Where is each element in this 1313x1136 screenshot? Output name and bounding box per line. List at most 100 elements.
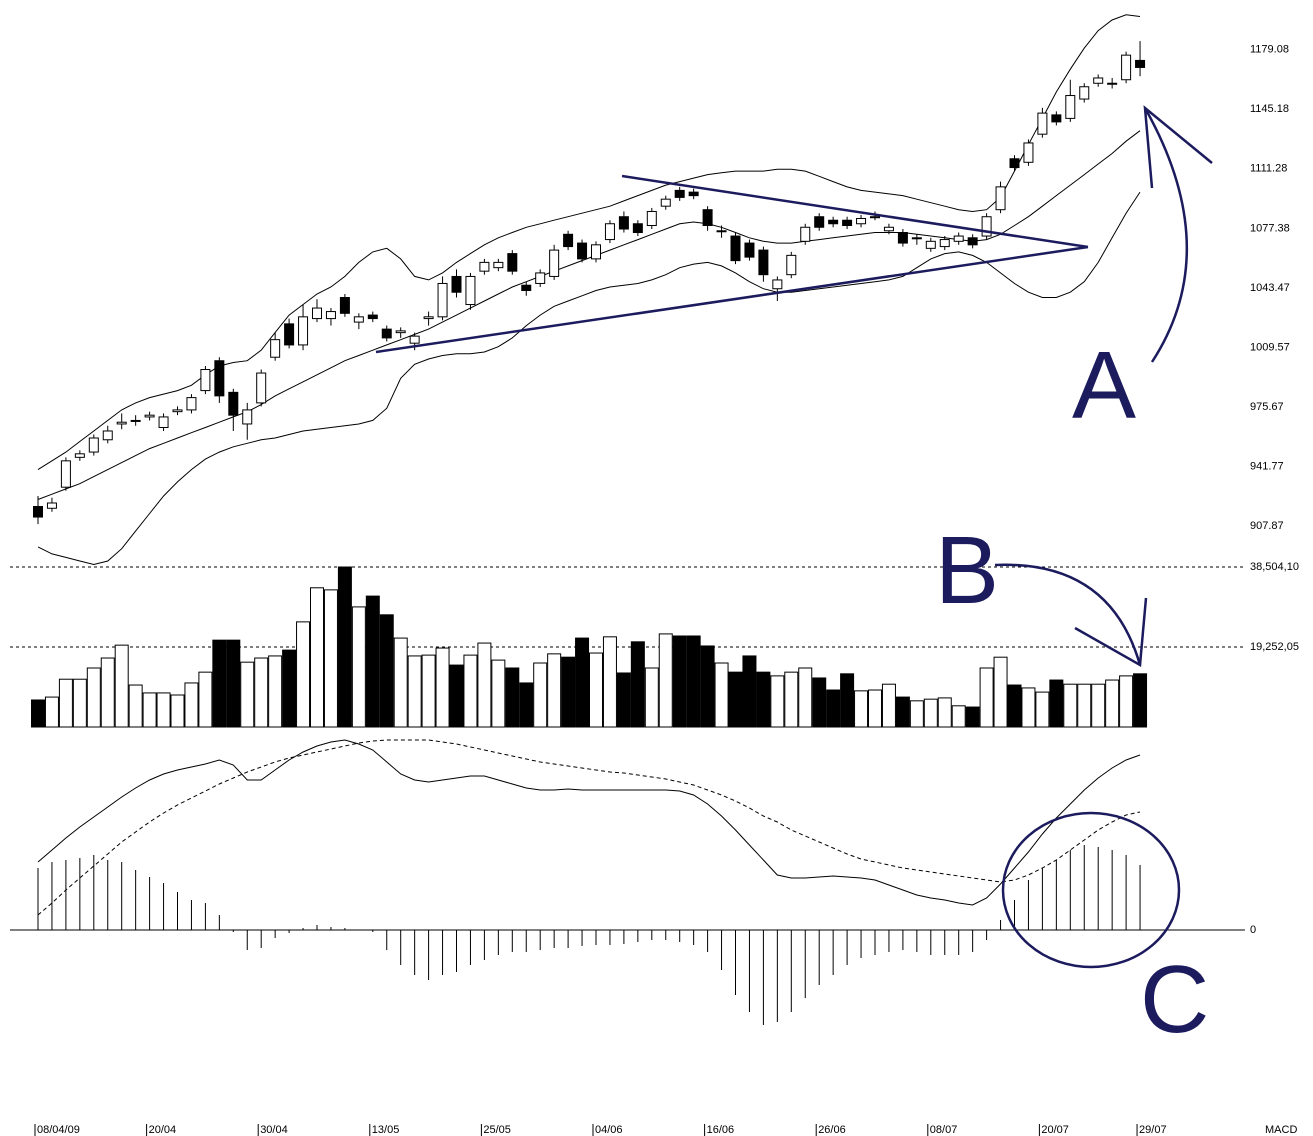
label-a: A	[1072, 332, 1136, 439]
candle-body	[577, 242, 588, 260]
candle-body	[200, 369, 211, 392]
volume-bar	[589, 652, 603, 728]
volume-bar	[282, 649, 297, 728]
y-tick-label: 1043.47	[1250, 282, 1290, 294]
volume-bar	[268, 655, 283, 728]
candle-body	[925, 240, 936, 249]
volume-bar	[505, 667, 520, 728]
volume-bar	[463, 654, 478, 728]
candle-body	[995, 186, 1006, 211]
volume-bar	[1063, 683, 1078, 728]
candle-body	[660, 198, 671, 207]
volume-bar	[212, 639, 227, 728]
candle-body	[897, 232, 908, 244]
volume-bar	[449, 664, 464, 728]
candle-body	[1121, 54, 1132, 81]
candle-body	[814, 216, 825, 228]
y-tick-label: 1179.08	[1250, 44, 1289, 56]
volume-bar	[979, 667, 994, 728]
volume-bar	[226, 639, 241, 728]
y-tick-label: 19,252,05	[1250, 641, 1299, 653]
y-tick-label: 38,504,10	[1250, 561, 1299, 573]
x-tick-label: 04/06	[595, 1124, 623, 1136]
candle-body	[702, 209, 713, 227]
volume-bar	[351, 606, 366, 728]
volume-bar	[951, 705, 966, 728]
label-b: B	[935, 517, 999, 624]
candle-body	[46, 502, 57, 509]
candle-body	[883, 226, 894, 232]
volume-bar	[547, 653, 562, 728]
arrow-b	[994, 563, 1142, 666]
candle-body	[284, 323, 295, 346]
circle-c	[1001, 811, 1181, 969]
volume-bar	[114, 644, 129, 728]
volume-bar	[86, 667, 101, 728]
y-tick-label: 907.87	[1250, 520, 1284, 532]
candle-body	[730, 235, 741, 262]
volume-bar	[923, 698, 938, 728]
volume-bar	[365, 595, 380, 728]
candle-body	[772, 279, 783, 290]
volume-bar	[784, 671, 799, 728]
x-tick-label: 20/04	[149, 1124, 177, 1136]
candle-body	[744, 242, 755, 258]
volume-bar	[337, 566, 352, 728]
volume-bar	[323, 589, 338, 728]
volume-bar	[128, 684, 143, 728]
candle-body	[870, 216, 880, 219]
candle-body	[1009, 158, 1020, 169]
candle-body	[102, 430, 113, 441]
candle-body	[1107, 82, 1118, 85]
volume-bar	[895, 696, 910, 728]
line	[37, 739, 1141, 916]
candle-body	[423, 316, 434, 320]
line	[37, 130, 1141, 500]
volume-bar	[826, 689, 841, 728]
candle-body	[1065, 95, 1076, 119]
volume-bar	[658, 633, 673, 728]
line	[37, 739, 1141, 906]
candle-body	[521, 284, 532, 291]
volume-bar	[616, 672, 631, 728]
x-tick-label: 25/05	[483, 1124, 511, 1136]
candle-body	[967, 237, 978, 246]
candle-body	[158, 416, 169, 428]
volume-bar	[519, 682, 534, 728]
candle-body	[60, 460, 71, 488]
volume-bar	[602, 636, 617, 728]
candle-body	[451, 275, 462, 293]
y-tick-label: 941.77	[1250, 460, 1284, 472]
volume-bar	[756, 671, 771, 728]
candle-body	[563, 233, 574, 248]
volume-bar	[714, 662, 729, 728]
volume-bar	[44, 696, 59, 728]
x-tick-label: 20/07	[1041, 1124, 1069, 1136]
candle-body	[758, 249, 769, 276]
x-tick-label: 08/07	[930, 1124, 958, 1136]
candle-body	[716, 230, 727, 233]
candle-body	[507, 253, 518, 272]
candle-body	[953, 235, 964, 242]
volume-bar	[254, 657, 269, 728]
volume-bar	[728, 671, 743, 728]
volume-bar	[296, 621, 311, 728]
volume-bar	[1133, 673, 1148, 728]
y-tick-label: 975.67	[1250, 401, 1284, 413]
candle-body	[74, 453, 85, 458]
candle-body	[911, 237, 922, 240]
candle-body	[828, 219, 839, 225]
volume-bar	[840, 673, 855, 728]
volume-bar	[1091, 683, 1106, 728]
annotations: A B C	[375, 105, 1213, 1053]
volume-bar	[798, 667, 813, 728]
volume-bar	[575, 637, 590, 728]
candle-body	[353, 316, 364, 323]
volume-bar	[742, 655, 757, 728]
candle-body	[981, 216, 992, 237]
volume-bar	[379, 614, 394, 728]
volume-bar	[854, 690, 869, 728]
candle-body	[535, 272, 546, 284]
